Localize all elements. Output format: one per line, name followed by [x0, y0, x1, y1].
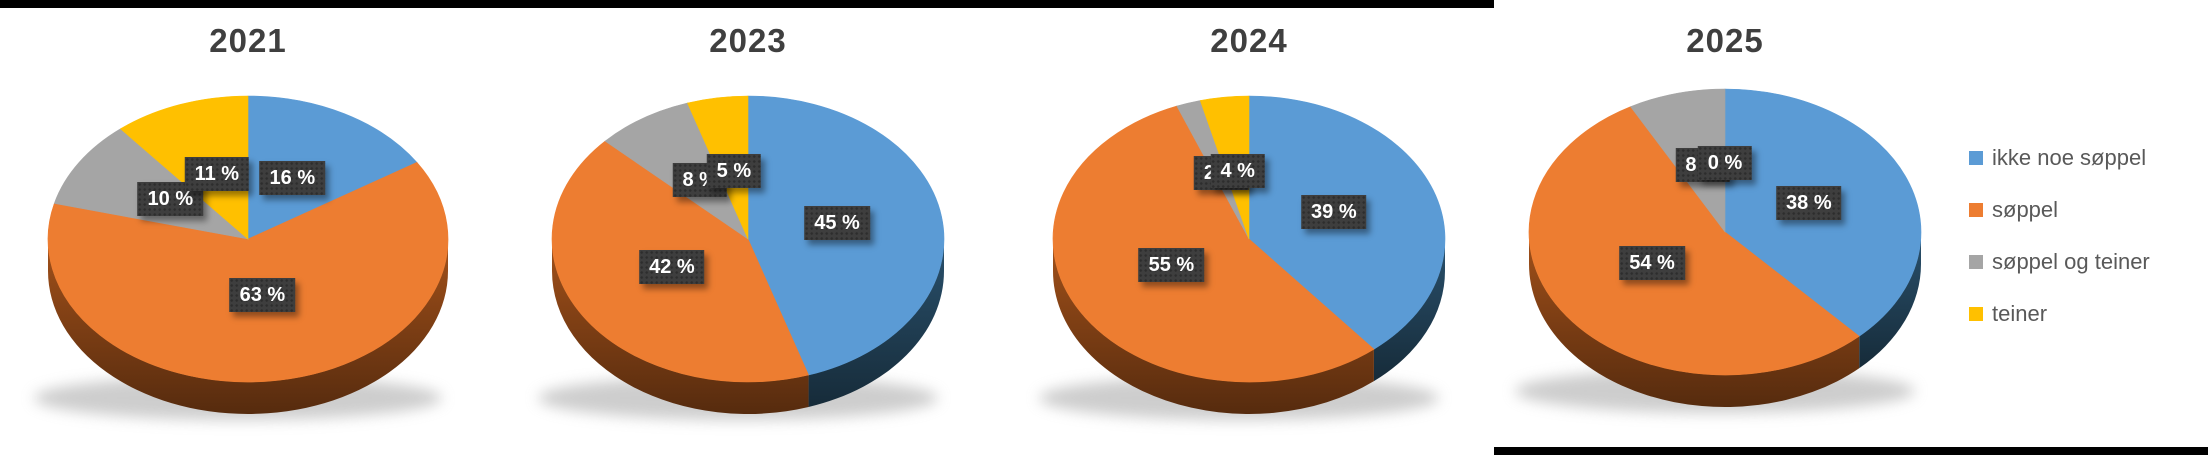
- legend-item-ikke-noe-soppel[interactable]: ikke noe søppel: [1969, 147, 2150, 169]
- legend-item-soppel[interactable]: søppel: [1969, 199, 2150, 221]
- legend-label: teiner: [1992, 301, 2048, 326]
- data-label: 39 %: [1301, 194, 1367, 229]
- chart-title-2023: 2023: [709, 22, 787, 59]
- data-label: 4 %: [1210, 153, 1265, 188]
- chart-title-2024: 2024: [1210, 22, 1288, 59]
- data-label: 11 %: [184, 156, 250, 191]
- pie-chart-2024[interactable]: [1039, 95, 1446, 420]
- data-label: 45 %: [804, 206, 870, 241]
- legend-item-teiner[interactable]: teiner: [1969, 303, 2150, 325]
- legend-marker-icon: [1969, 203, 1983, 217]
- top-border-bar: [0, 0, 1494, 8]
- pie-chart-2023[interactable]: [538, 95, 945, 420]
- chart-title-2025: 2025: [1686, 22, 1764, 59]
- legend-item-soppel-og-teiner[interactable]: søppel og teiner: [1969, 251, 2150, 273]
- data-label: 5 %: [706, 153, 762, 188]
- data-label: 16 %: [259, 160, 326, 195]
- bottom-border-bar: [1494, 447, 2208, 455]
- legend: ikke noe søppel søppel søppel og teiner …: [1969, 147, 2150, 355]
- legend-label: søppel: [1992, 197, 2059, 222]
- data-label: 55 %: [1138, 248, 1205, 283]
- data-label: 42 %: [639, 249, 705, 284]
- legend-marker-icon: [1969, 255, 1983, 269]
- data-label: 0 %: [1697, 146, 1753, 181]
- data-label: 54 %: [1619, 245, 1685, 280]
- legend-marker-icon: [1969, 151, 1983, 165]
- chart-title-2021: 2021: [209, 22, 287, 59]
- legend-label: søppel og teiner: [1992, 249, 2150, 274]
- data-label: 63 %: [229, 278, 296, 313]
- legend-marker-icon: [1969, 307, 1983, 321]
- pie-chart-2025[interactable]: [1515, 88, 1922, 413]
- legend-label: ikke noe søppel: [1992, 145, 2147, 170]
- pie-chart-2021[interactable]: [34, 95, 449, 420]
- data-label: 38 %: [1776, 185, 1842, 220]
